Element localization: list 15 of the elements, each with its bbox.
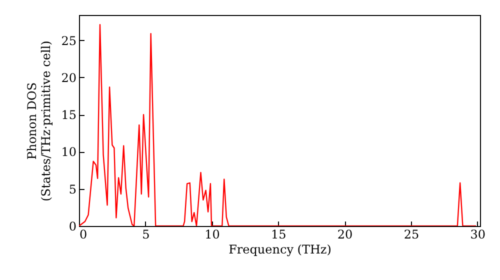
x-tick-label: 10	[204, 228, 220, 242]
x-tick-label: 20	[337, 228, 353, 242]
x-axis-title: Frequency (THz)	[228, 242, 332, 256]
y-tick-label: 15	[61, 108, 76, 122]
x-tick-label: 5	[142, 228, 150, 242]
x-tick-label: 0	[80, 228, 88, 242]
x-tick-label: 25	[404, 228, 420, 242]
x-tick-label: 30	[470, 228, 486, 242]
y-tick-label: 5	[68, 182, 76, 196]
line-series	[79, 24, 477, 226]
y-tick-label: 10	[61, 145, 76, 160]
y-tick-label: 25	[61, 34, 76, 48]
y-axis-title: Phonon DOS (States/THz·primitive cell)	[25, 40, 54, 202]
x-tick-label: 15	[271, 228, 286, 242]
y-tick-label: 20	[61, 70, 76, 85]
